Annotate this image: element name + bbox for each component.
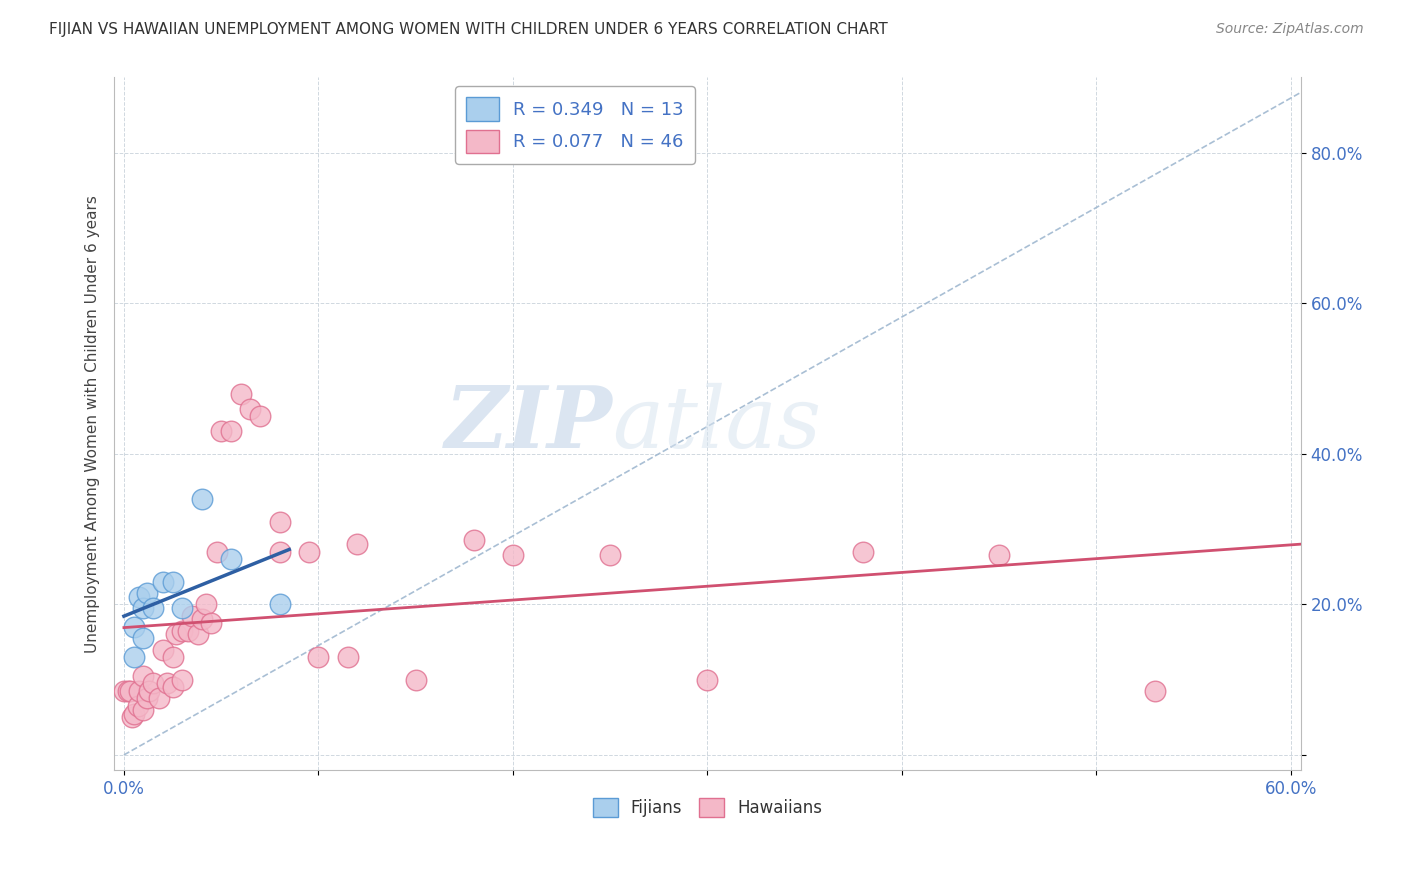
Hawaiians	[122, 706, 145, 721]
Hawaiians	[298, 544, 321, 558]
Hawaiians	[249, 409, 271, 424]
Hawaiians	[200, 616, 222, 631]
Hawaiians	[172, 624, 194, 638]
Fijians	[152, 574, 174, 589]
Hawaiians	[269, 544, 291, 558]
Hawaiians	[118, 684, 141, 698]
Hawaiians	[127, 698, 149, 713]
Hawaiians	[209, 424, 232, 438]
Text: atlas: atlas	[613, 383, 821, 465]
Hawaiians	[988, 549, 1011, 563]
Hawaiians	[177, 624, 200, 638]
Hawaiians	[190, 612, 212, 626]
Hawaiians	[156, 676, 179, 690]
Hawaiians	[172, 673, 194, 687]
Legend: Fijians, Hawaiians: Fijians, Hawaiians	[586, 791, 830, 824]
Hawaiians	[162, 650, 184, 665]
Hawaiians	[696, 673, 718, 687]
Fijians	[142, 601, 165, 615]
Hawaiians	[229, 386, 252, 401]
Hawaiians	[187, 627, 209, 641]
Hawaiians	[269, 515, 291, 529]
Text: FIJIAN VS HAWAIIAN UNEMPLOYMENT AMONG WOMEN WITH CHILDREN UNDER 6 YEARS CORRELAT: FIJIAN VS HAWAIIAN UNEMPLOYMENT AMONG WO…	[49, 22, 889, 37]
Hawaiians	[502, 549, 524, 563]
Hawaiians	[142, 676, 165, 690]
Hawaiians	[152, 642, 174, 657]
Hawaiians	[132, 703, 155, 717]
Fijians	[219, 552, 242, 566]
Hawaiians	[148, 691, 170, 706]
Hawaiians	[463, 533, 485, 548]
Hawaiians	[136, 691, 159, 706]
Hawaiians	[852, 544, 875, 558]
Fijians	[128, 590, 150, 604]
Hawaiians	[194, 598, 217, 612]
Text: Source: ZipAtlas.com: Source: ZipAtlas.com	[1216, 22, 1364, 37]
Hawaiians	[307, 650, 329, 665]
Hawaiians	[1143, 684, 1166, 698]
Fijians	[122, 650, 145, 665]
Fijians	[172, 601, 194, 615]
Hawaiians	[346, 537, 368, 551]
Fijians	[269, 598, 291, 612]
Hawaiians	[239, 401, 262, 416]
Hawaiians	[117, 684, 139, 698]
Hawaiians	[181, 608, 204, 623]
Hawaiians	[112, 684, 135, 698]
Hawaiians	[162, 680, 184, 694]
Hawaiians	[132, 669, 155, 683]
Hawaiians	[128, 684, 150, 698]
Fijians	[136, 586, 159, 600]
Hawaiians	[121, 710, 143, 724]
Fijians	[190, 491, 212, 506]
Hawaiians	[207, 544, 229, 558]
Fijians	[122, 620, 145, 634]
Fijians	[132, 632, 155, 646]
Hawaiians	[405, 673, 427, 687]
Hawaiians	[336, 650, 359, 665]
Fijians	[162, 574, 184, 589]
Y-axis label: Unemployment Among Women with Children Under 6 years: Unemployment Among Women with Children U…	[86, 194, 100, 653]
Hawaiians	[165, 627, 187, 641]
Hawaiians	[219, 424, 242, 438]
Text: ZIP: ZIP	[444, 382, 613, 466]
Hawaiians	[599, 549, 621, 563]
Fijians	[132, 601, 155, 615]
Hawaiians	[138, 684, 160, 698]
